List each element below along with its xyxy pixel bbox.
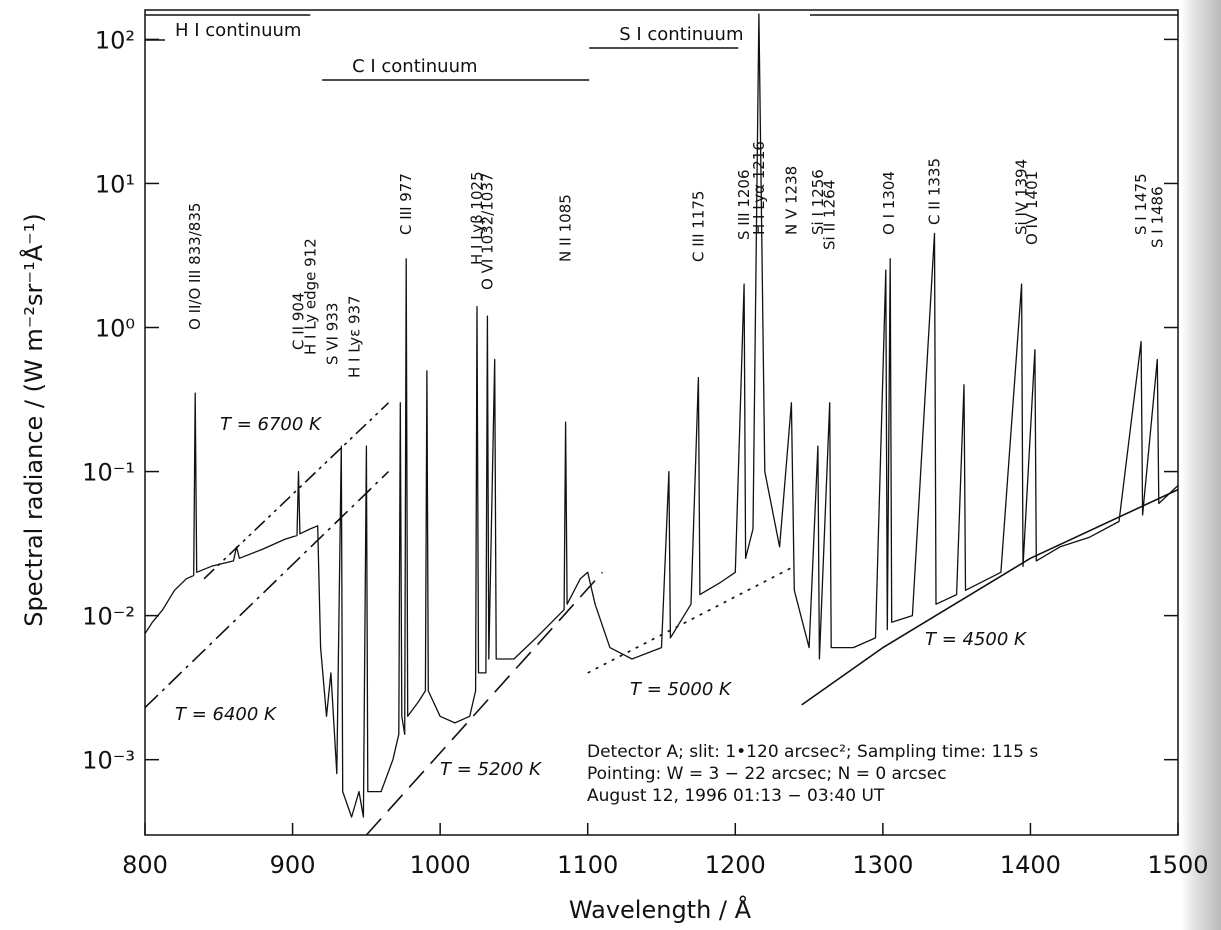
- line-id-label: C III 1175: [689, 191, 707, 262]
- fit-curve: [801, 488, 1179, 706]
- fit-curve: [365, 571, 604, 836]
- x-tick-label: 1100: [557, 851, 618, 879]
- line-id-label: C II 1335: [926, 158, 944, 225]
- y-tick-label: 10⁻¹: [82, 459, 135, 487]
- annotation: Detector A; slit: 1•120 arcsec²; Samplin…: [587, 742, 1038, 762]
- fit-label: T = 6700 K: [220, 414, 322, 435]
- annotation: Pointing: W = 3 − 22 arcsec; N = 0 arcse…: [587, 764, 947, 784]
- fit-label: T = 5200 K: [440, 759, 542, 780]
- fit-label: T = 5000 K: [630, 679, 732, 700]
- line-id-label: H I Ly edge 912: [301, 238, 319, 355]
- fit-curve: [203, 402, 390, 580]
- line-id-label: S I 1486: [1148, 186, 1166, 248]
- continuum-label: S I continuum: [619, 24, 743, 45]
- y-tick-label: 10⁻²: [82, 603, 135, 631]
- x-tick-label: 1200: [705, 851, 766, 879]
- line-id-label: N V 1238: [782, 166, 800, 235]
- line-id-label: C II 904: [289, 293, 307, 351]
- x-axis-label: Wavelength / Å: [569, 895, 752, 924]
- fit-curve: [587, 565, 795, 674]
- line-id-label: Si II 1264: [821, 180, 839, 250]
- line-id-label: C III 977: [397, 173, 415, 235]
- line-id-label: N II 1085: [557, 194, 575, 262]
- y-tick-label: 10¹: [95, 170, 135, 198]
- line-id-label: H I Lyα 1216: [750, 141, 768, 235]
- x-tick-label: 1400: [1000, 851, 1061, 879]
- fit-label: T = 4500 K: [925, 629, 1027, 650]
- y-tick-label: 10²: [95, 26, 135, 54]
- line-id-label: O II/O III 833/835: [186, 203, 204, 330]
- x-tick-label: 1000: [410, 851, 471, 879]
- continuum-label: H I continuum: [175, 20, 301, 41]
- x-tick-label: 1300: [852, 851, 913, 879]
- line-id-label: O VI 1032/1037: [478, 173, 496, 290]
- continuum-label: C I continuum: [352, 56, 477, 77]
- line-id-label: O IV 1401: [1023, 171, 1041, 245]
- x-tick-label: 800: [122, 851, 168, 879]
- line-id-label: Si IV 1394: [1013, 159, 1031, 235]
- plot-frame: [144, 9, 1179, 836]
- line-id-label: H I Lyβ 1025: [468, 171, 486, 265]
- x-tick-label: 900: [270, 851, 316, 879]
- annotation: August 12, 1996 01:13 − 03:40 UT: [587, 786, 885, 806]
- y-tick-label: 10⁻³: [82, 747, 135, 775]
- line-id-label: H I Lyε 937: [346, 295, 364, 378]
- line-id-label: O I 1304: [880, 171, 898, 235]
- fit-label: T = 6400 K: [175, 704, 277, 725]
- page-edge: [1181, 0, 1221, 930]
- y-tick-label: 10⁰: [95, 315, 135, 343]
- line-id-label: S VI 933: [323, 303, 341, 365]
- line-id-label: S III 1206: [735, 169, 753, 240]
- y-axis-label: Spectral radiance / (W m⁻²sr⁻¹Å⁻¹): [19, 213, 48, 627]
- line-id-label: Si I 1256: [809, 169, 827, 235]
- fit-curve: [144, 471, 390, 709]
- x-tick-label: 1500: [1147, 851, 1208, 879]
- line-id-label: S I 1475: [1132, 173, 1150, 235]
- spectrum-line: [144, 13, 1179, 818]
